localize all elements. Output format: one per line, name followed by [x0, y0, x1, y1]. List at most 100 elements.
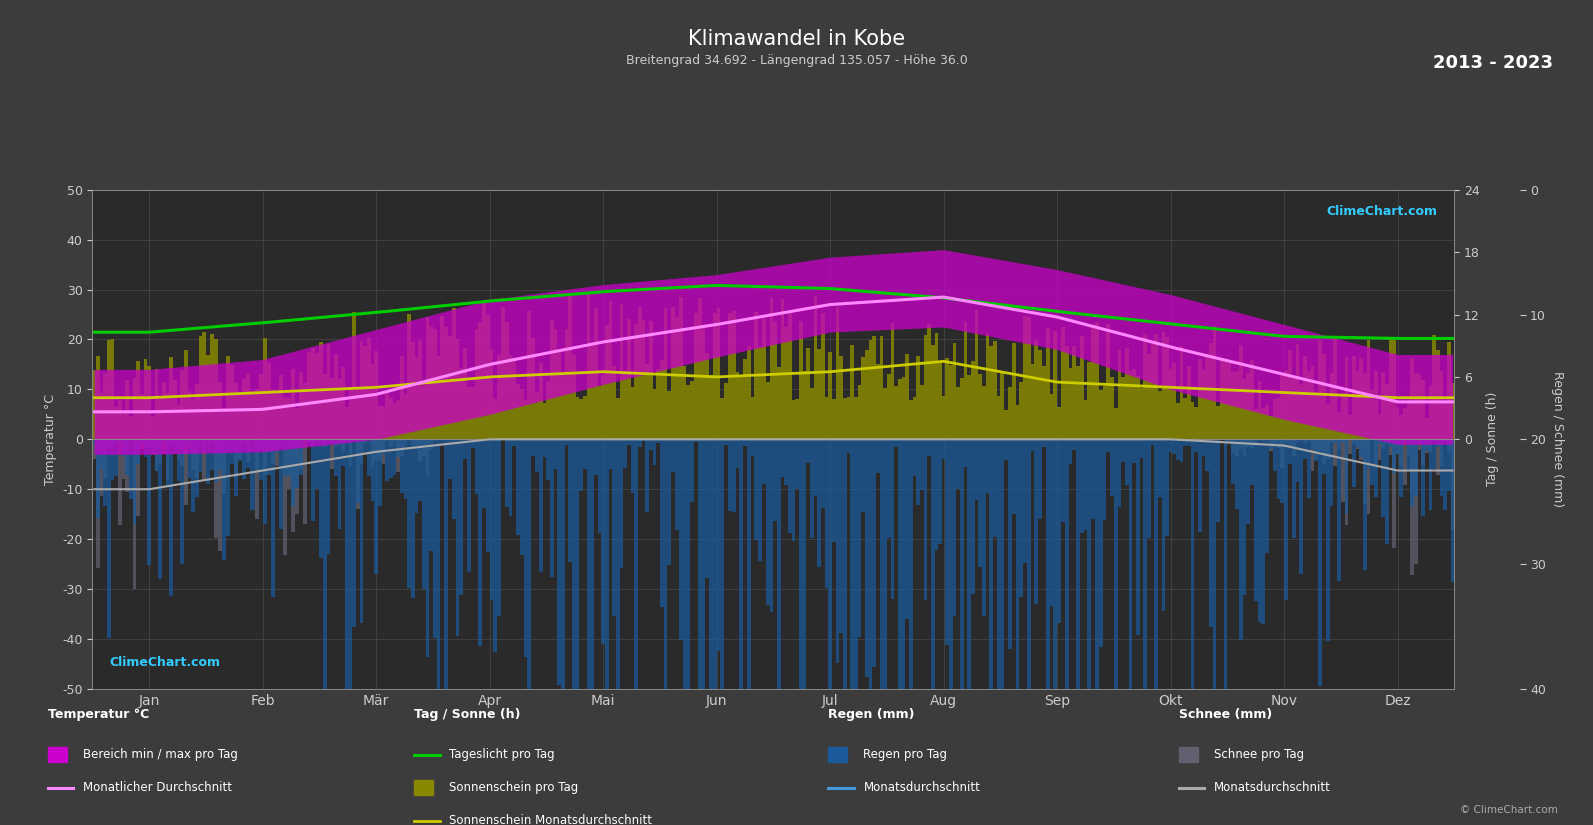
Bar [1270, 416, 1273, 439]
Bar [561, 439, 564, 753]
Bar [894, 439, 898, 446]
Text: Bereich min / max pro Tag: Bereich min / max pro Tag [83, 748, 237, 761]
Bar [389, 439, 392, 446]
Bar [266, 439, 271, 452]
Bar [1437, 351, 1440, 439]
Bar [276, 390, 279, 439]
Bar [890, 439, 894, 600]
Bar [292, 439, 295, 506]
Bar [825, 398, 828, 439]
Bar [360, 439, 363, 623]
Bar [1344, 439, 1348, 526]
Bar [1195, 407, 1198, 439]
Bar [905, 354, 910, 439]
Bar [1418, 374, 1421, 439]
Bar [436, 356, 440, 439]
Bar [648, 320, 653, 439]
Bar [118, 439, 121, 526]
Bar [868, 439, 873, 705]
Bar [1410, 439, 1415, 575]
Bar [1364, 373, 1367, 439]
Bar [1195, 439, 1198, 452]
Bar [1069, 439, 1072, 464]
Bar [774, 322, 777, 439]
Text: Sonnenschein Monatsdurchschnitt: Sonnenschein Monatsdurchschnitt [449, 814, 652, 825]
Bar [315, 353, 320, 439]
Bar [817, 349, 820, 439]
Bar [698, 439, 701, 825]
Bar [905, 439, 910, 620]
Bar [1187, 366, 1192, 439]
Bar [591, 439, 594, 825]
Bar [311, 439, 315, 446]
Bar [366, 439, 371, 476]
Bar [717, 309, 720, 439]
Bar [386, 439, 389, 441]
Bar [247, 439, 250, 462]
Bar [96, 439, 100, 518]
Bar [263, 439, 266, 524]
Bar [1223, 362, 1228, 439]
Bar [527, 439, 532, 790]
Bar [502, 439, 505, 441]
Bar [1289, 350, 1292, 439]
Bar [1381, 439, 1384, 517]
Bar [1311, 365, 1314, 439]
Bar [444, 327, 448, 439]
Bar [1251, 439, 1254, 485]
Bar [1344, 439, 1348, 514]
Bar [1228, 439, 1231, 441]
Bar [575, 439, 580, 825]
Bar [188, 439, 191, 449]
Bar [1319, 341, 1322, 439]
Bar [538, 439, 543, 572]
Bar [795, 439, 800, 488]
Bar [546, 439, 550, 480]
Bar [728, 313, 731, 439]
Bar [975, 310, 978, 439]
Bar [524, 400, 527, 439]
Bar [1367, 341, 1370, 439]
Bar [210, 439, 213, 470]
Bar [1239, 346, 1243, 439]
Bar [1356, 439, 1359, 449]
Bar [1303, 439, 1306, 443]
Bar [188, 439, 191, 478]
Bar [1091, 327, 1094, 439]
Text: Regen / Schnee (mm): Regen / Schnee (mm) [1552, 371, 1564, 507]
Bar [1016, 405, 1020, 439]
Bar [1352, 439, 1356, 487]
Bar [419, 340, 422, 439]
Bar [346, 439, 349, 773]
Bar [1012, 343, 1016, 439]
Bar [836, 307, 840, 439]
Bar [1243, 380, 1246, 439]
Bar [1325, 439, 1330, 459]
Bar [720, 398, 725, 439]
Bar [854, 397, 857, 439]
Bar [1400, 439, 1403, 467]
Bar [307, 439, 311, 442]
Bar [104, 439, 107, 478]
Bar [1094, 439, 1099, 825]
Bar [194, 384, 199, 439]
Bar [679, 297, 683, 439]
Text: 2013 - 2023: 2013 - 2023 [1434, 54, 1553, 72]
Bar [910, 400, 913, 439]
Bar [876, 439, 879, 474]
Bar [330, 378, 335, 439]
Bar [1099, 389, 1102, 439]
Bar [110, 339, 115, 439]
Bar [1099, 439, 1102, 648]
Bar [843, 398, 846, 439]
Bar [327, 344, 330, 439]
Bar [425, 439, 429, 657]
Bar [806, 439, 809, 464]
Bar [736, 439, 739, 469]
Bar [1415, 439, 1418, 496]
Bar [1155, 334, 1158, 439]
Bar [946, 358, 949, 439]
Bar [1344, 357, 1348, 439]
Bar [1184, 398, 1187, 439]
Bar [386, 439, 389, 481]
